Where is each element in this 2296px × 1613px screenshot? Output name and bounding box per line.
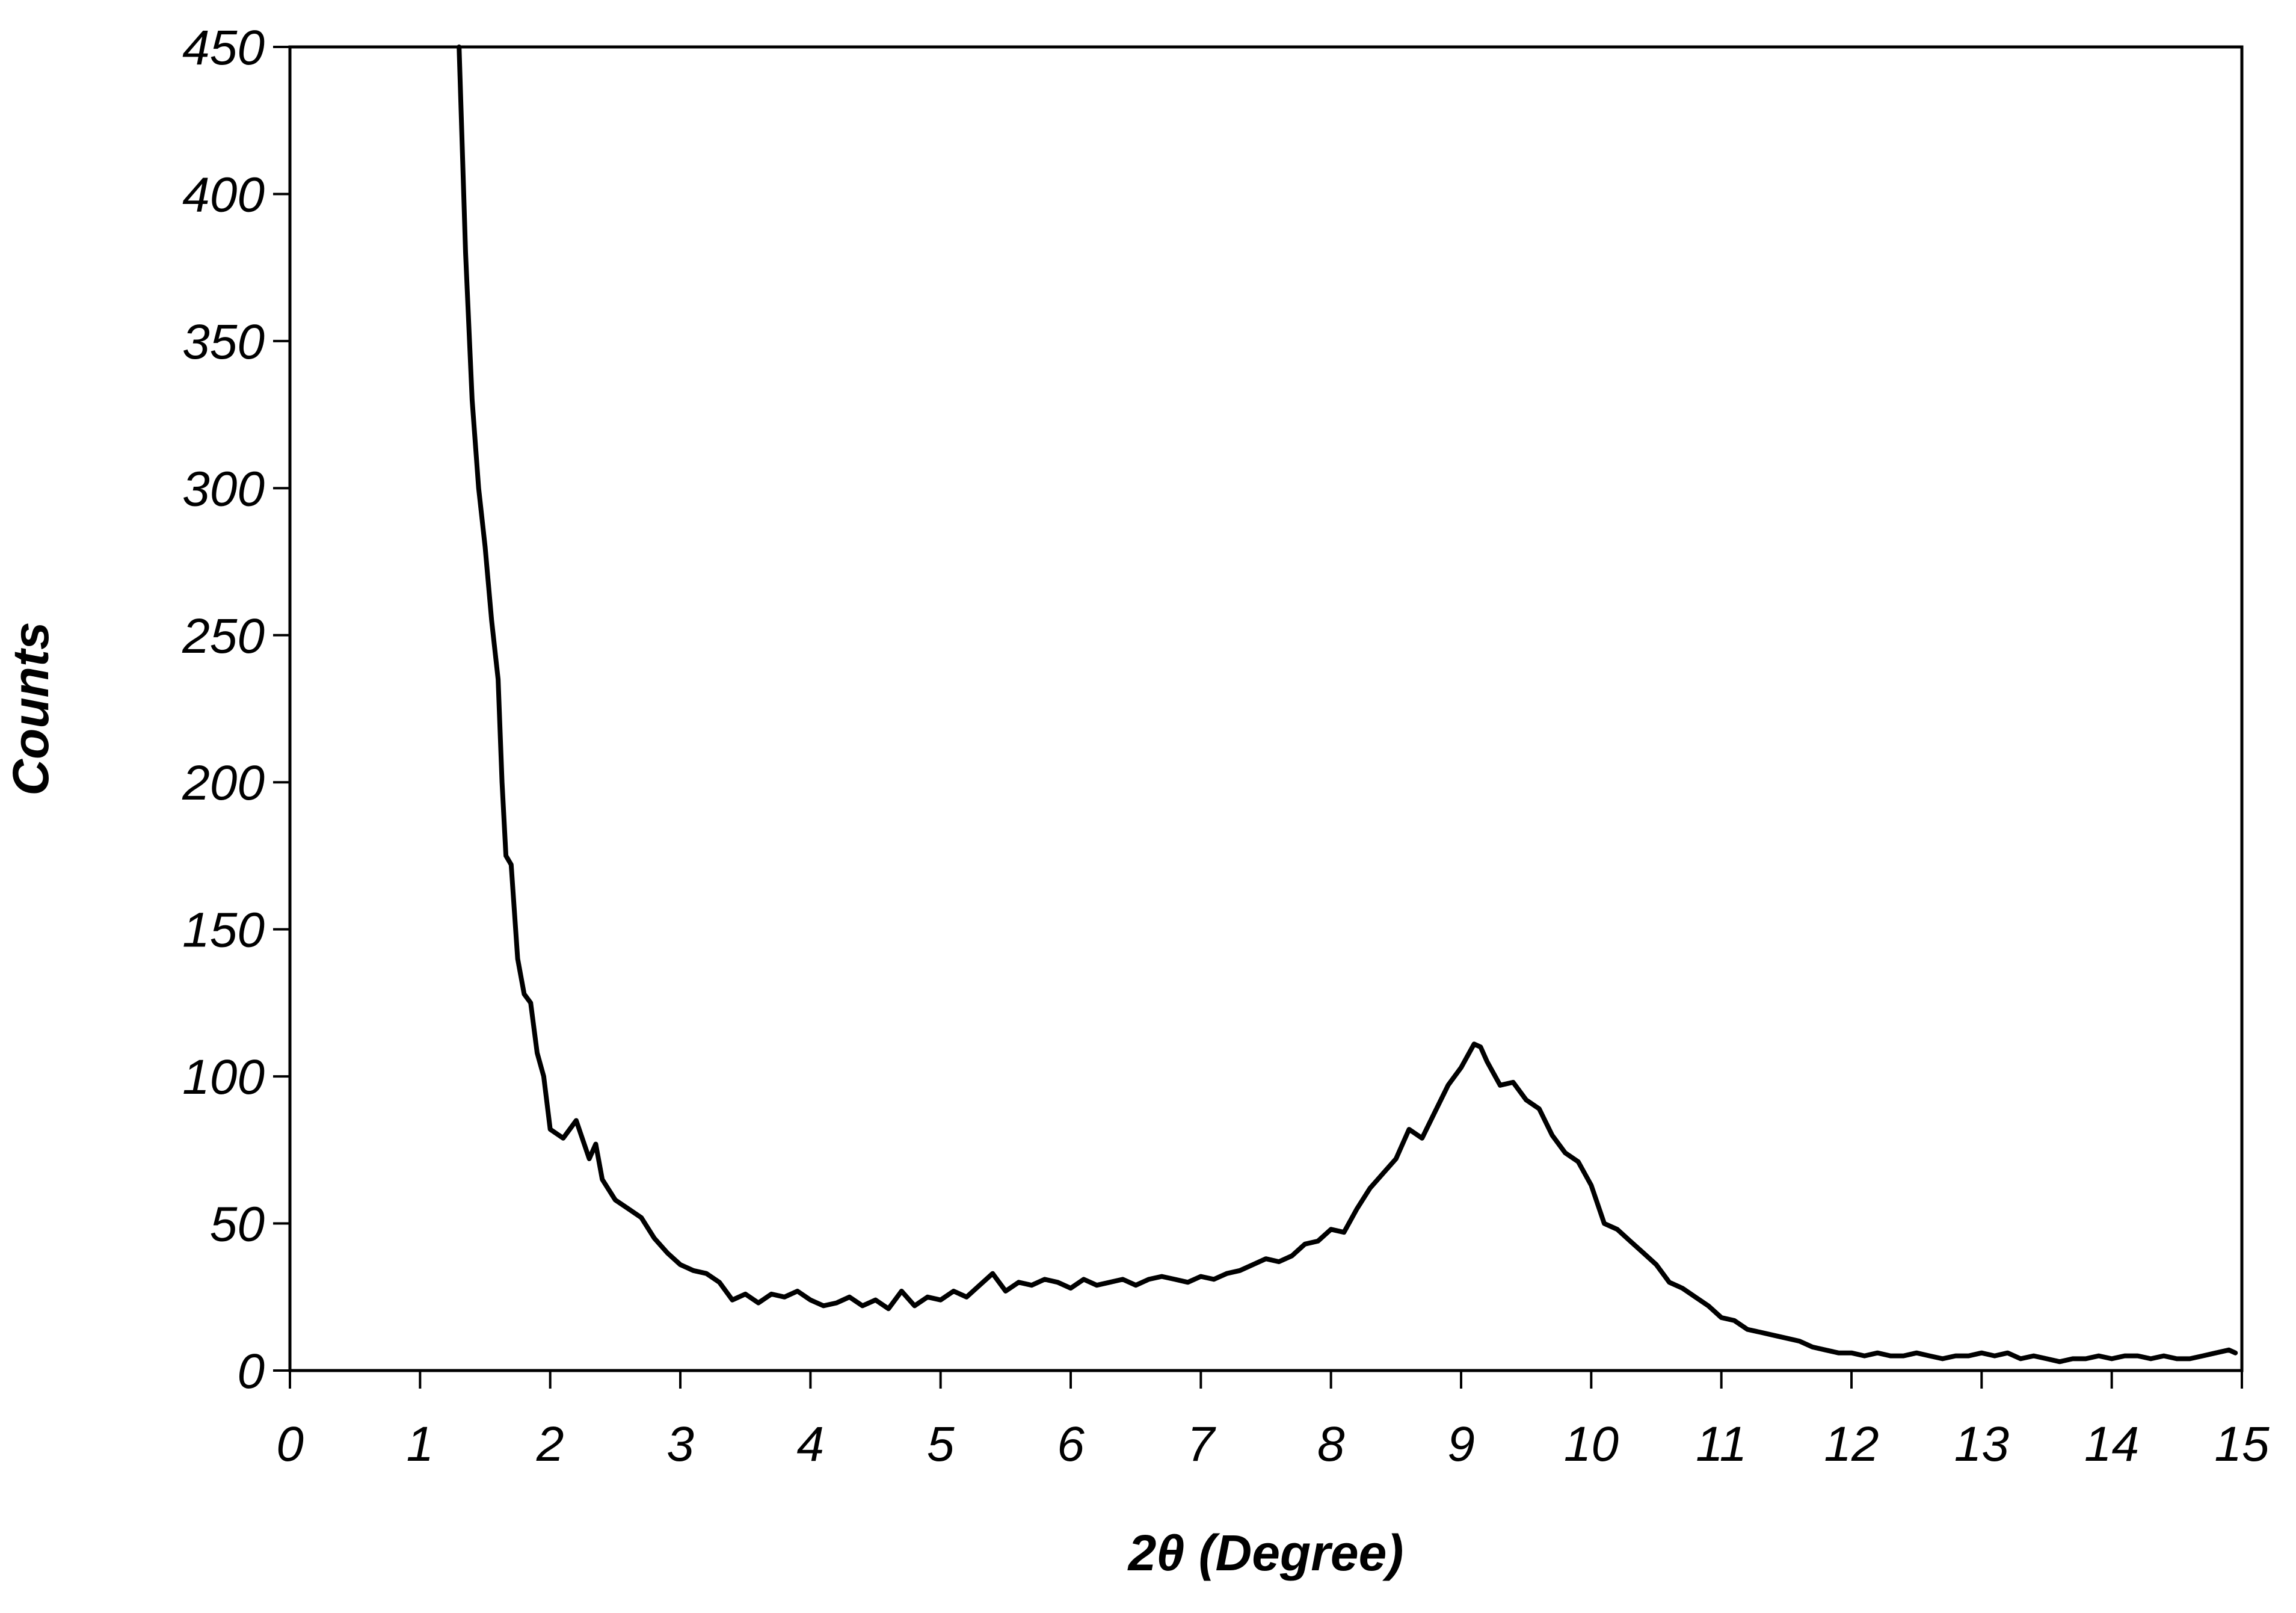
x-tick-label: 8: [1317, 1417, 1345, 1472]
y-tick-label: 450: [182, 20, 265, 75]
x-tick-label: 13: [1954, 1417, 2009, 1472]
y-tick-label: 200: [182, 756, 265, 810]
y-tick-label: 250: [182, 609, 265, 664]
x-tick-label: 0: [276, 1417, 304, 1472]
x-axis-title: 2θ (Degree): [1127, 1525, 1404, 1581]
x-axis-ticks: 0 1 2 3 4 5 6 7 8 9 10 11 12 13 14 15: [276, 1371, 2270, 1472]
x-tick-label: 12: [1824, 1417, 1879, 1472]
x-tick-label: 1: [407, 1417, 434, 1472]
x-tick-label: 9: [1447, 1417, 1475, 1472]
y-tick-label: 350: [182, 315, 265, 369]
y-tick-label: 150: [182, 903, 265, 958]
x-tick-label: 11: [1696, 1417, 1747, 1472]
series-line: [457, 45, 2238, 1365]
x-tick-label: 10: [1564, 1417, 1619, 1472]
y-tick-label: 0: [237, 1344, 265, 1399]
x-tick-label: 5: [927, 1417, 955, 1472]
x-tick-label: 7: [1187, 1417, 1217, 1472]
x-tick-label: 2: [536, 1417, 564, 1472]
x-tick-label: 3: [666, 1417, 694, 1472]
x-tick-label: 4: [797, 1417, 825, 1472]
x-tick-label: 14: [2084, 1417, 2139, 1472]
y-tick-label: 300: [182, 461, 265, 516]
series-group: [457, 45, 2238, 1365]
y-tick-label: 100: [182, 1050, 265, 1105]
plot-area-frame: [288, 45, 2244, 1372]
y-tick-label: 400: [182, 167, 265, 222]
x-tick-label: 6: [1057, 1417, 1085, 1472]
x-tick-label: 15: [2214, 1417, 2270, 1472]
y-tick-label: 50: [210, 1197, 265, 1252]
y-axis-title: Counts: [2, 621, 59, 795]
y-axis-ticks: 0 50 100 150 200 250 300 350 400 450: [182, 20, 290, 1399]
